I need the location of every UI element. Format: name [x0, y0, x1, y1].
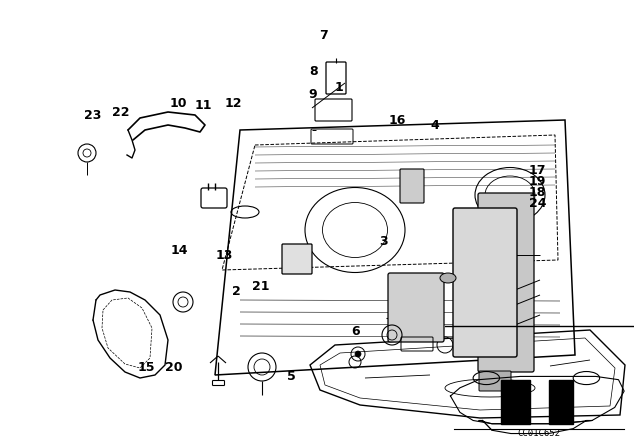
Text: 11: 11	[195, 99, 212, 112]
Text: 20: 20	[165, 361, 183, 374]
Text: 21: 21	[252, 280, 270, 293]
Text: CC01C652: CC01C652	[518, 429, 561, 438]
Text: 24: 24	[529, 197, 547, 211]
Text: 23: 23	[84, 109, 102, 122]
Text: 3: 3	[380, 235, 388, 249]
Text: 7: 7	[319, 29, 328, 43]
Text: 15: 15	[137, 361, 155, 374]
FancyBboxPatch shape	[400, 169, 424, 203]
FancyBboxPatch shape	[479, 371, 511, 391]
Text: 8: 8	[309, 65, 318, 78]
FancyBboxPatch shape	[282, 244, 312, 274]
Ellipse shape	[440, 273, 456, 283]
Text: 22: 22	[111, 105, 129, 119]
Text: 14: 14	[170, 244, 188, 258]
Text: 18: 18	[529, 186, 547, 199]
Text: 4: 4	[431, 119, 440, 132]
FancyBboxPatch shape	[478, 193, 534, 372]
Text: 5: 5	[287, 370, 296, 383]
Text: 12: 12	[225, 96, 243, 110]
FancyArrowPatch shape	[449, 276, 453, 280]
Text: 1: 1	[335, 81, 344, 94]
Text: 10: 10	[169, 96, 187, 110]
Polygon shape	[502, 379, 530, 424]
Text: 9: 9	[308, 87, 317, 101]
Text: 17: 17	[529, 164, 547, 177]
Text: 2: 2	[232, 284, 241, 298]
Circle shape	[355, 351, 361, 357]
FancyBboxPatch shape	[388, 273, 444, 342]
Polygon shape	[548, 379, 573, 424]
Text: 13: 13	[215, 249, 233, 262]
FancyBboxPatch shape	[453, 208, 517, 357]
Text: 6: 6	[351, 325, 360, 338]
Text: 16: 16	[388, 114, 406, 128]
Text: 19: 19	[529, 175, 547, 188]
